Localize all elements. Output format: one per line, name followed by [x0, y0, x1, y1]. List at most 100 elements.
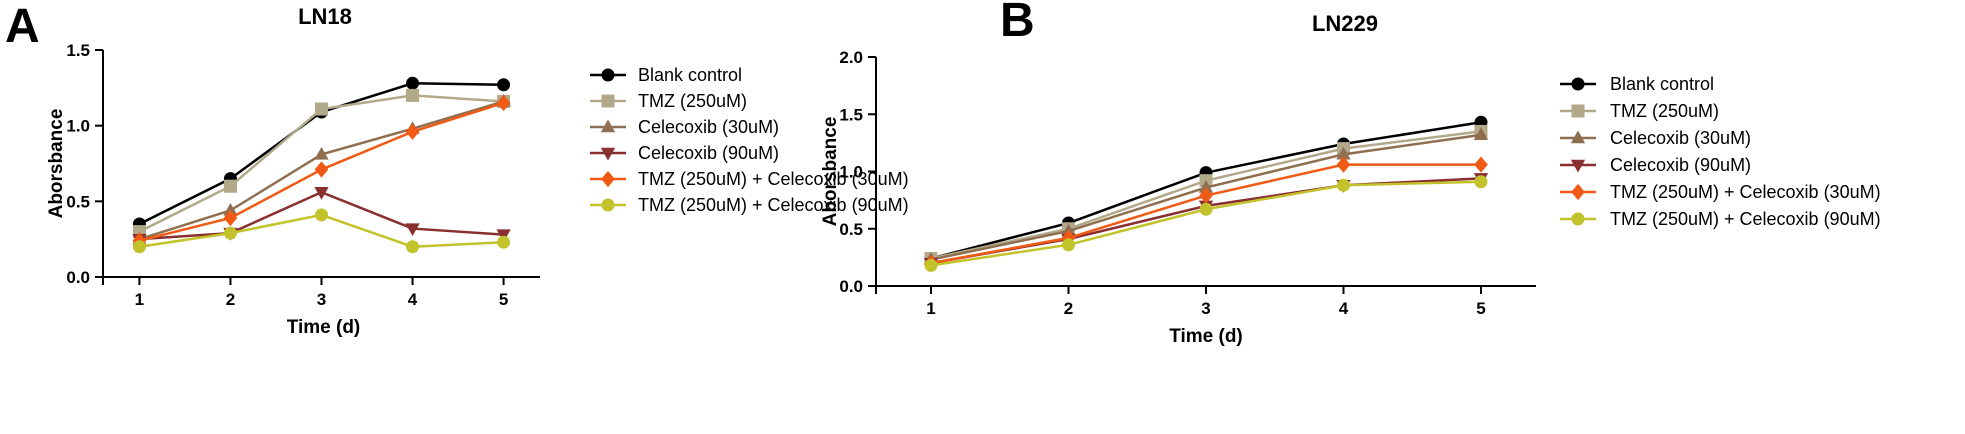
data-point: [1336, 146, 1351, 160]
legend-label: Celecoxib (30uM): [1610, 128, 1751, 148]
series-4: [924, 156, 1488, 272]
legend-label: Celecoxib (90uM): [638, 143, 779, 163]
data-point: [314, 161, 329, 178]
chart-panel-a: A LN18 0.0 0.5 1.0 1.5 1 2 3 4 5 Time (d) Aborsbance…: [5, 0, 909, 338]
y-tick-label: 0.5: [66, 192, 90, 211]
data-point: [223, 179, 237, 193]
legend-marker: [601, 198, 615, 212]
y-tick-label: 1.5: [839, 105, 863, 124]
x-tick-label: 1: [135, 290, 144, 309]
data-point: [223, 226, 237, 240]
legend-marker: [1571, 183, 1585, 201]
legend-label: TMZ (250uM) + Celecoxib (30uM): [638, 169, 909, 189]
legend-entry: Celecoxib (90uM): [590, 143, 779, 163]
legend-entry: TMZ (250uM) + Celecoxib (90uM): [590, 195, 909, 215]
data-point: [406, 76, 420, 90]
legend-entry: Blank control: [1560, 74, 1714, 94]
legend-marker: [601, 170, 615, 188]
legend-entry: TMZ (250uM) + Celecoxib (30uM): [590, 169, 909, 189]
data-point: [1198, 180, 1214, 193]
x-tick-label: 4: [1339, 299, 1349, 318]
y-tick-label: 1.0: [66, 117, 90, 136]
legend-label: Celecoxib (30uM): [638, 117, 779, 137]
legend-entry: TMZ (250uM) + Celecoxib (30uM): [1560, 182, 1881, 202]
x-axis-label: Time (d): [287, 317, 361, 338]
data-point: [405, 123, 420, 140]
y-axis-label: Aborsbance: [820, 117, 841, 227]
legend-marker: [1570, 159, 1586, 173]
x-axis-label: Time (d): [1169, 326, 1243, 347]
data-point: [1199, 187, 1213, 204]
series-5: [924, 175, 1488, 272]
legend-label: Celecoxib (90uM): [1610, 155, 1751, 175]
data-point: [1337, 178, 1350, 192]
data-point: [497, 235, 511, 249]
y-tick-label: 1.0: [839, 163, 863, 182]
legend-label: TMZ (250uM) + Celecoxib (30uM): [1610, 182, 1881, 202]
y-axis-label: Aborsbance: [46, 109, 67, 219]
data-point: [223, 209, 238, 227]
legend-label: TMZ (250uM): [1610, 101, 1719, 121]
legend-marker: [1571, 77, 1585, 91]
legend-marker: [601, 94, 615, 108]
data-point: [1474, 175, 1488, 189]
data-point: [496, 94, 511, 112]
legend-marker: [600, 147, 616, 161]
series-5: [132, 208, 511, 254]
chart-title: LN229: [1312, 11, 1378, 36]
chart-panel-b: B LN229 0.0 0.5 1.0 1.5 2.0 1 2 3 4 5 Time (d) Aborsb…: [820, 0, 1881, 347]
data-point: [406, 240, 420, 254]
x-tick-label: 2: [1064, 299, 1073, 318]
data-point: [315, 102, 328, 116]
legend-marker: [1570, 130, 1586, 144]
data-point: [132, 240, 146, 254]
y-tick-label: 2.0: [839, 48, 863, 67]
legend-marker: [601, 68, 615, 82]
data-point: [405, 223, 420, 237]
data-point: [315, 208, 328, 222]
data-point: [1473, 127, 1489, 141]
legend-label: TMZ (250uM) + Celecoxib (90uM): [638, 195, 909, 215]
chart-title: LN18: [298, 4, 352, 29]
legend: Blank control TMZ (250uM) Celecoxib (30uM)…: [590, 65, 909, 215]
panel-letter: A: [5, 0, 40, 53]
data-point: [1199, 202, 1213, 216]
legend-entry: Blank control: [590, 65, 742, 85]
data-point: [497, 78, 511, 92]
x-tick-label: 5: [499, 290, 508, 309]
y-tick-label: 0.0: [839, 277, 863, 296]
legend-entry: TMZ (250uM) + Celecoxib (90uM): [1560, 209, 1881, 229]
series-4: [132, 94, 511, 249]
legend-marker: [600, 119, 616, 133]
data-point: [1336, 156, 1351, 173]
panel-letter: B: [1000, 0, 1035, 47]
legend-entry: Celecoxib (90uM): [1560, 155, 1751, 175]
x-tick-label: 5: [1476, 299, 1485, 318]
data-point: [1474, 156, 1488, 173]
y-tick-label: 0.5: [839, 220, 863, 239]
data-point: [314, 146, 329, 160]
y-tick-label: 0.0: [66, 268, 90, 287]
legend-label: Blank control: [638, 65, 742, 85]
x-tick-label: 3: [317, 290, 326, 309]
x-tick-label: 2: [226, 290, 235, 309]
x-tick-label: 3: [1201, 299, 1210, 318]
legend-marker: [1571, 212, 1585, 226]
x-tick-label: 4: [408, 290, 418, 309]
legend-entry: TMZ (250uM): [1560, 101, 1719, 121]
data-point: [406, 88, 420, 102]
legend-label: TMZ (250uM) + Celecoxib (90uM): [1610, 209, 1881, 229]
x-tick-label: 1: [926, 299, 935, 318]
data-point: [1062, 238, 1075, 252]
legend-label: Blank control: [1610, 74, 1714, 94]
data-point: [314, 187, 329, 200]
y-tick-label: 1.5: [66, 41, 90, 60]
legend-label: TMZ (250uM): [638, 91, 747, 111]
legend-entry: TMZ (250uM): [590, 91, 747, 111]
legend-entry: Celecoxib (30uM): [590, 117, 779, 137]
data-point: [223, 202, 238, 216]
legend: Blank control TMZ (250uM) Celecoxib (30uM)…: [1560, 74, 1881, 229]
legend-marker: [1571, 104, 1585, 118]
legend-entry: Celecoxib (30uM): [1560, 128, 1751, 148]
